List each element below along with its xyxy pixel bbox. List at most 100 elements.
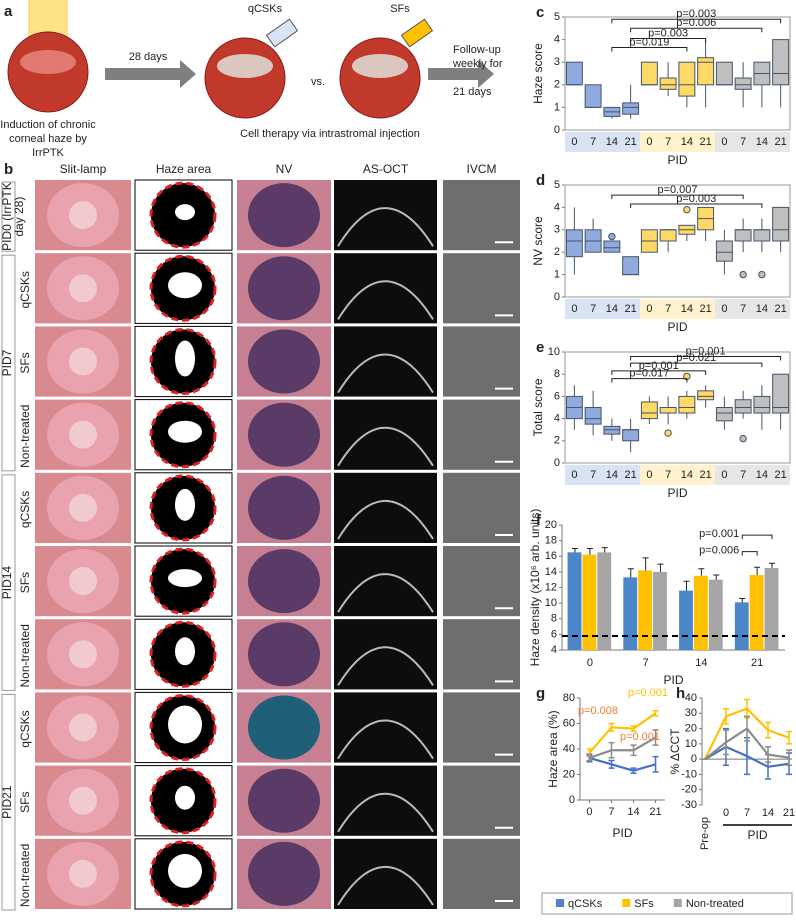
p-value: p=0.003 — [676, 193, 716, 205]
y-tick-label: 1 — [554, 269, 560, 281]
group-label: PID7 — [0, 349, 14, 376]
error-bar — [652, 710, 659, 717]
box — [772, 39, 790, 86]
bar — [764, 567, 779, 650]
photo — [443, 692, 520, 763]
photo — [337, 866, 434, 906]
photo — [443, 326, 520, 397]
y-tick-label: 10 — [545, 597, 557, 609]
column-header: Slit-lamp — [60, 162, 107, 176]
error-bar — [652, 755, 659, 773]
error-bar — [630, 744, 637, 757]
box — [715, 61, 733, 86]
y-tick-label: 4 — [554, 34, 560, 46]
x-tick-label: 14 — [606, 136, 618, 148]
group-bracket — [1, 181, 16, 252]
photo — [334, 326, 437, 397]
x-tick-label: 21 — [783, 807, 795, 819]
photo — [337, 646, 434, 686]
photo — [443, 180, 520, 251]
plot-frame — [564, 351, 791, 464]
photo — [168, 420, 202, 443]
error-bar — [657, 563, 664, 572]
significance-bracket — [611, 370, 707, 375]
x-tick-label: 21 — [649, 806, 661, 818]
bar — [749, 575, 764, 650]
x-tick-label: 21 — [775, 469, 787, 481]
photo — [443, 619, 520, 690]
photo — [248, 183, 320, 248]
y-tick-label: 2 — [554, 435, 560, 447]
photo — [248, 329, 320, 394]
photo — [248, 475, 320, 540]
photo — [337, 207, 434, 247]
photo — [443, 253, 520, 324]
x-tick-label: 14 — [756, 303, 768, 315]
error-bar — [630, 725, 637, 732]
row-label: qCSKs — [18, 491, 32, 528]
photo — [69, 420, 97, 449]
legend: qCSKs SFs Non-treated — [541, 892, 793, 915]
p-value: p=0.001 — [686, 345, 726, 357]
category-band — [640, 465, 715, 485]
significance-bracket — [630, 362, 763, 368]
category-band — [565, 132, 640, 152]
error-bar — [572, 547, 579, 553]
x-tick-label: 0 — [586, 806, 592, 818]
x-tick-label: 0 — [646, 469, 652, 481]
series-line — [589, 736, 657, 759]
photo — [69, 859, 97, 888]
bar — [597, 552, 612, 650]
photo — [334, 546, 437, 617]
category-band — [565, 465, 640, 485]
x-axis-label: PID — [667, 320, 687, 334]
photo — [334, 399, 437, 470]
box — [565, 61, 583, 86]
box — [697, 390, 715, 401]
photo — [337, 500, 434, 540]
x-tick-label: 14 — [606, 469, 618, 481]
y-tick-label: 80 — [563, 692, 575, 704]
y-tick-label: 10 — [685, 738, 697, 750]
x-tick-label: 14 — [681, 136, 693, 148]
box — [640, 401, 658, 420]
schematic-text: vs. — [311, 76, 325, 88]
x-tick-label: 7 — [744, 807, 750, 819]
error-bar — [744, 715, 750, 742]
photo — [443, 765, 520, 836]
box — [603, 425, 621, 435]
box — [753, 229, 771, 242]
x-tick-label: 7 — [740, 136, 746, 148]
y-axis-label: Haze area (%) — [546, 710, 560, 787]
photo — [69, 640, 97, 669]
outlier — [664, 429, 672, 437]
column-header: AS-OCT — [363, 162, 409, 176]
box — [734, 229, 752, 242]
box — [772, 206, 790, 242]
y-tick-label: 5 — [554, 179, 560, 191]
x-tick-label: 14 — [681, 469, 693, 481]
box — [715, 240, 733, 262]
photo — [443, 838, 520, 909]
error-bar — [754, 566, 761, 575]
error-bar — [698, 568, 705, 576]
schematic-text: IrrPTK — [32, 147, 64, 159]
x-tick-label: 7 — [665, 469, 671, 481]
photo — [334, 838, 437, 909]
panel-label: d — [536, 172, 545, 189]
syringe — [265, 18, 299, 48]
photo — [337, 426, 434, 467]
x-tick-label: Pre-op — [699, 817, 711, 850]
x-tick-label: 14 — [756, 136, 768, 148]
schematic-text: qCSKs — [248, 3, 283, 15]
y-tick-label: 8 — [551, 613, 557, 625]
photo — [69, 201, 97, 230]
column-header: Haze area — [156, 162, 212, 176]
photo — [69, 347, 97, 376]
p-value: p=0.001 — [620, 731, 660, 743]
category-band — [715, 299, 790, 319]
photo — [334, 619, 437, 690]
box — [734, 399, 752, 414]
photo — [337, 792, 434, 833]
